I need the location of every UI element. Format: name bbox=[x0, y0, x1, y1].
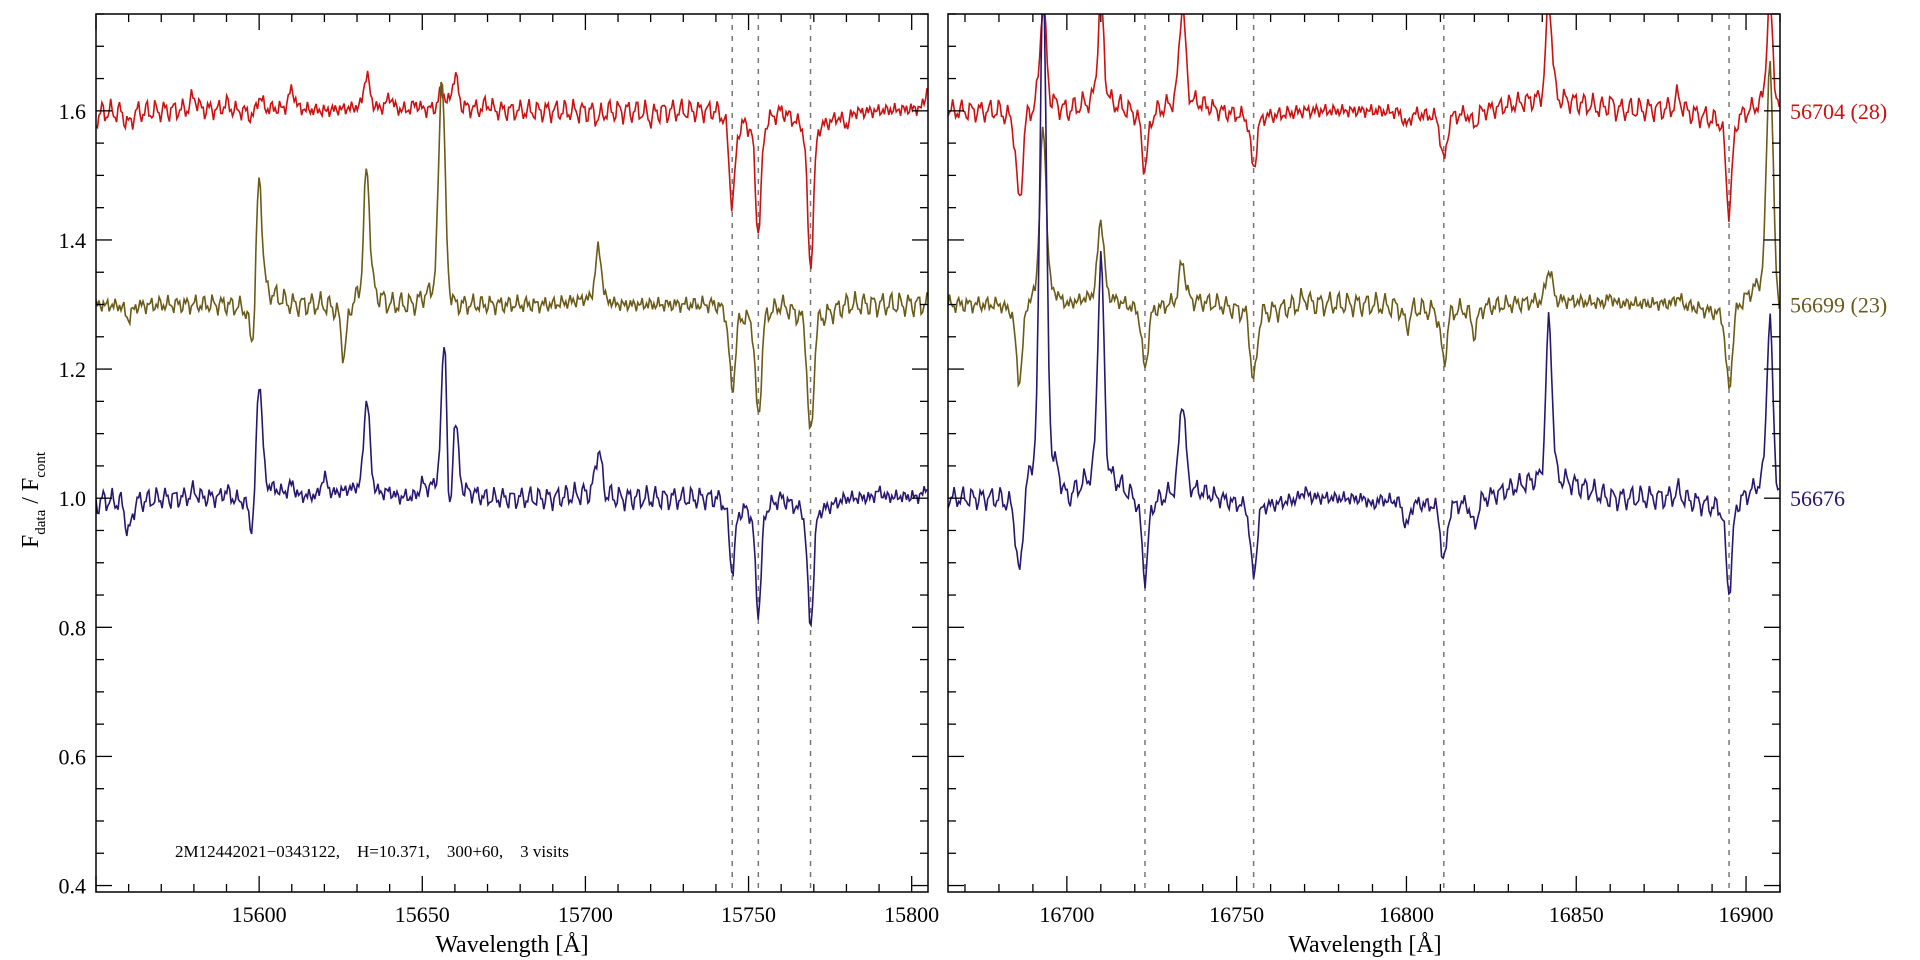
y-tick-label: 0.8 bbox=[59, 615, 87, 640]
y-tick-label: 0.6 bbox=[59, 744, 87, 769]
series-label: 56699 (23) bbox=[1790, 293, 1887, 318]
series-line bbox=[96, 70, 928, 270]
series-line bbox=[948, 14, 1780, 222]
x-tick-label: 15700 bbox=[558, 902, 613, 927]
x-tick-label: 15600 bbox=[232, 902, 287, 927]
series-line bbox=[948, 60, 1780, 390]
x-tick-label: 16900 bbox=[1719, 902, 1774, 927]
y-tick-label: 1.0 bbox=[59, 486, 87, 511]
series-line bbox=[948, 14, 1780, 596]
svg-text:Fdata / Fcont: Fdata / Fcont bbox=[18, 451, 49, 548]
ylabel-sub2: cont bbox=[33, 451, 49, 478]
x-axis-label-left: Wavelength [Å] bbox=[435, 932, 588, 958]
y-tick-label: 1.2 bbox=[59, 357, 87, 382]
y-tick-label: 1.6 bbox=[59, 99, 87, 124]
x-axis-label-right: Wavelength [Å] bbox=[1288, 932, 1441, 958]
series-label: 56676 bbox=[1790, 486, 1845, 511]
panel-left: 15600 15650 15700 15750 15800 0.4 0.6 0.8 1.0 1.2… bbox=[59, 13, 939, 927]
y-axis-label: Fdata / Fcont bbox=[18, 451, 49, 548]
x-tick-label: 15800 bbox=[884, 902, 939, 927]
y-tick-label: 0.4 bbox=[59, 874, 87, 899]
ylabel-f1: F bbox=[18, 535, 44, 548]
x-tick-label: 15750 bbox=[721, 902, 776, 927]
annotation: 2M12442021−0343122, H=10.371, 300+60, 3 … bbox=[175, 842, 569, 861]
plot-frame bbox=[95, 13, 929, 893]
x-tick-label: 16750 bbox=[1209, 902, 1264, 927]
plot-frame bbox=[947, 13, 1781, 893]
x-tick-label: 15650 bbox=[395, 902, 450, 927]
ylabel-slash: / bbox=[18, 491, 44, 510]
x-tick-label: 16700 bbox=[1039, 902, 1094, 927]
panel-right: 16700 16750 16800 16850 16900 56704 (28) 56699… bbox=[947, 13, 1887, 927]
series-label: 56704 (28) bbox=[1790, 99, 1887, 124]
x-tick-label: 16850 bbox=[1549, 902, 1604, 927]
series-line bbox=[96, 347, 928, 628]
x-tick-label: 16800 bbox=[1379, 902, 1434, 927]
series-line bbox=[96, 81, 928, 431]
y-tick-label: 1.4 bbox=[59, 228, 87, 253]
ylabel-sub1: data bbox=[33, 509, 49, 534]
ylabel-f2: F bbox=[18, 478, 44, 491]
